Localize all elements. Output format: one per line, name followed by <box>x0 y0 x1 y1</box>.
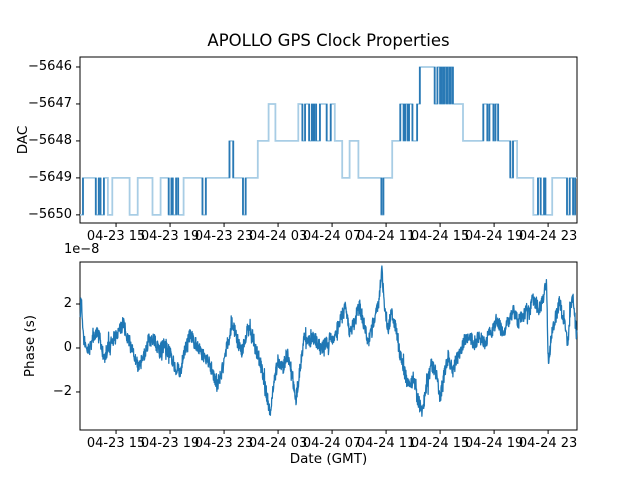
bottom-x-tick-label: 04-23 15 <box>86 436 146 451</box>
dac-y-tick-label: −5647 <box>28 95 72 111</box>
y-offset-text: 1e−8 <box>64 242 100 257</box>
bottom-x-tick-label: 04-24 03 <box>248 436 308 451</box>
top-x-tick-label: 04-24 03 <box>248 229 308 244</box>
top-x-tick-label: 04-23 23 <box>194 229 254 244</box>
bottom-x-tick-label: 04-24 23 <box>518 436 578 451</box>
top-x-tick-label: 04-24 19 <box>464 229 524 244</box>
top-x-tick-label: 04-24 15 <box>410 229 470 244</box>
bottom-axes <box>76 261 578 434</box>
phase-line <box>79 265 578 417</box>
dac-y-tick-label: −5649 <box>28 169 72 185</box>
bottom-x-tick-label: 04-23 19 <box>140 436 200 451</box>
top-x-tick-label: 04-23 15 <box>86 229 146 244</box>
bottom-x-tick-label: 04-23 23 <box>194 436 254 451</box>
bottom-x-tick-label: 04-24 15 <box>410 436 470 451</box>
top-x-tick-label: 04-24 23 <box>518 229 578 244</box>
phase-y-tick-label: −2 <box>52 383 72 399</box>
top-axes <box>76 56 578 227</box>
date-axis-label: Date (GMT) <box>289 451 368 467</box>
top-x-tick-label: 04-24 11 <box>356 229 416 244</box>
dac-step-line <box>80 66 577 216</box>
top-x-tick-label: 04-23 19 <box>140 229 200 244</box>
dac-y-tick-label: −5648 <box>28 132 72 148</box>
phase-y-tick-label: 0 <box>63 339 72 355</box>
bottom-x-tick-label: 04-24 11 <box>356 436 416 451</box>
phase-y-tick-label: 2 <box>63 296 72 311</box>
top-x-tick-label: 04-24 07 <box>302 229 362 244</box>
bottom-x-tick-label: 04-24 19 <box>464 436 524 451</box>
dac-y-tick-label: −5650 <box>28 206 72 222</box>
bottom-x-tick-label: 04-24 07 <box>302 436 362 451</box>
chart-title: APOLLO GPS Clock Properties <box>207 31 450 50</box>
dac-y-tick-label: −5646 <box>28 58 72 74</box>
